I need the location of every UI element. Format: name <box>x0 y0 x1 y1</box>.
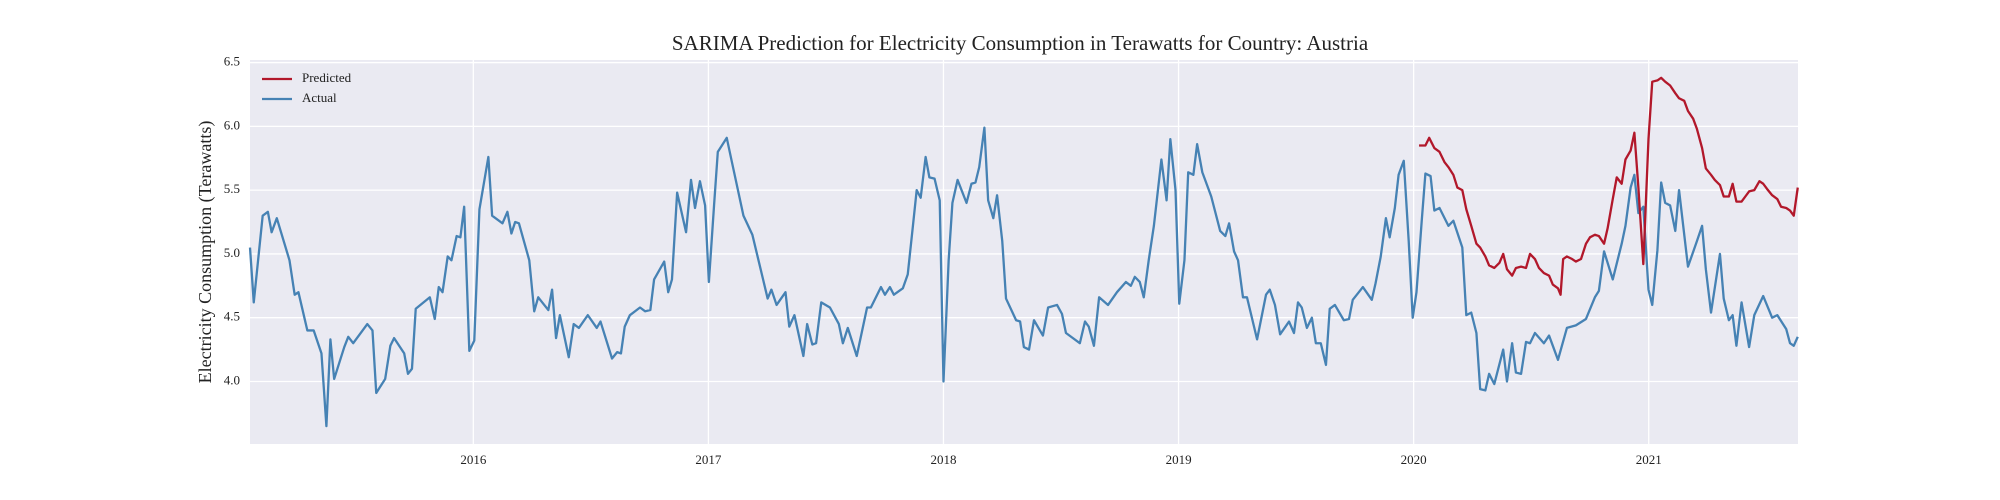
x-tick-label: 2019 <box>1166 452 1192 467</box>
labels: 4.0 4.5 5.0 5.5 6.0 6.5 2016 2017 2018 2019 2020 20… <box>224 54 1662 467</box>
lines <box>248 76 1799 428</box>
x-tick-label: 2018 <box>930 452 956 467</box>
y-tick-label: 4.5 <box>224 309 240 324</box>
y-tick-label: 4.0 <box>224 372 240 387</box>
series-line <box>248 126 1799 428</box>
x-tick-label: 2021 <box>1636 452 1662 467</box>
y-tick-label: 6.5 <box>224 54 240 69</box>
y-tick-label: 5.0 <box>224 245 240 260</box>
x-tick-label: 2017 <box>695 452 722 467</box>
legend-label: Actual <box>302 90 337 105</box>
series-line <box>1419 76 1799 296</box>
y-tick-label: 5.5 <box>224 181 240 196</box>
legend: Predicted Actual <box>262 70 352 105</box>
plot-area <box>250 60 1798 444</box>
y-axis-label: Electricity Consumption (Terawatts) <box>195 121 216 384</box>
x-tick-label: 2016 <box>460 452 487 467</box>
y-tick-label: 6.0 <box>224 117 240 132</box>
x-tick-label: 2020 <box>1401 452 1427 467</box>
chart-title: SARIMA Prediction for Electricity Consum… <box>672 31 1369 55</box>
legend-label: Predicted <box>302 70 352 85</box>
